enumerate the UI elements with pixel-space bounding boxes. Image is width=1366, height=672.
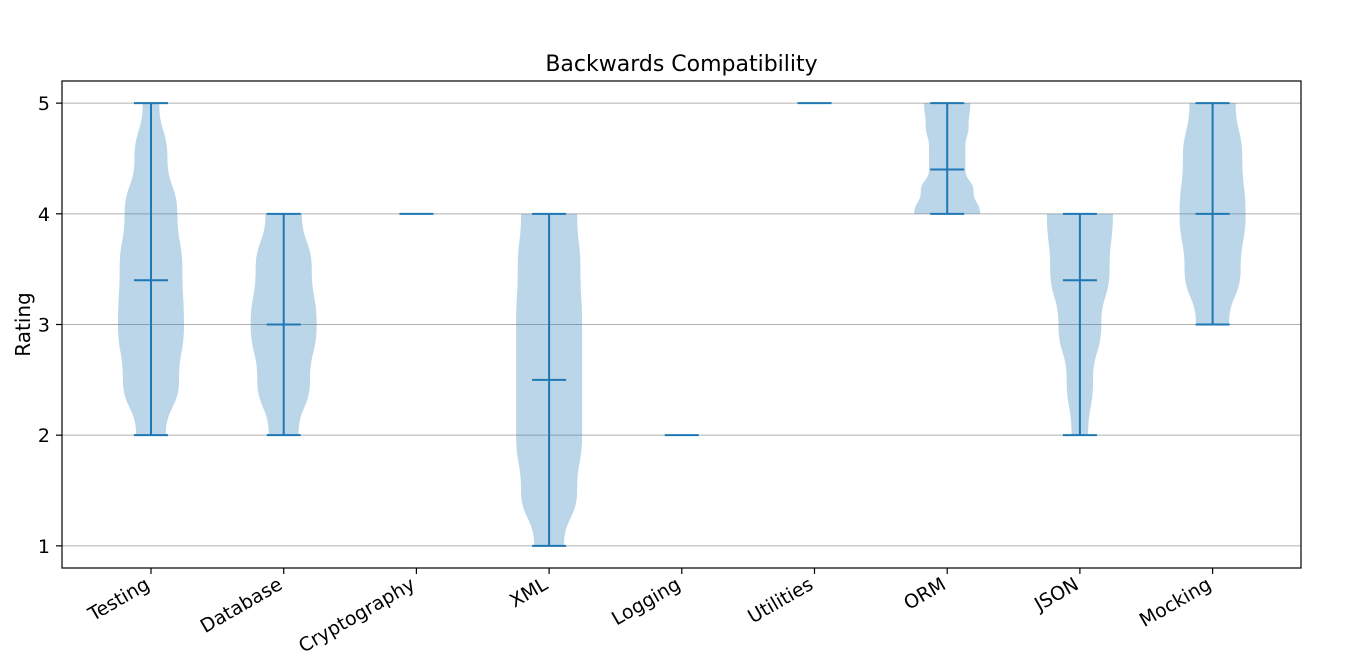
y-axis-label: Rating xyxy=(11,292,35,356)
x-tick-label: JSON xyxy=(1030,573,1082,616)
y-tick-label: 4 xyxy=(38,204,50,226)
y-tick-label: 2 xyxy=(38,425,50,447)
x-tick-label: Cryptography xyxy=(295,573,419,657)
x-tick-label: Mocking xyxy=(1136,573,1215,631)
x-tick-label: ORM xyxy=(900,573,950,614)
axis-layer: 1 2 3 4 5 Testing Database Cryptography XML Loggi… xyxy=(38,93,1215,657)
chart-title: Backwards Compatibility xyxy=(545,52,817,77)
x-tick-label: Utilities xyxy=(744,573,817,628)
x-tick-label: Database xyxy=(197,573,287,637)
x-tick-label: XML xyxy=(506,573,552,612)
y-tick-label: 1 xyxy=(38,536,50,558)
y-tick-label: 5 xyxy=(38,93,50,115)
y-tick-label: 3 xyxy=(38,315,50,337)
grid-layer xyxy=(62,102,1301,547)
x-tick-label: Testing xyxy=(84,573,154,626)
x-tick-label: Logging xyxy=(608,573,684,630)
violin-layer xyxy=(118,102,1246,547)
